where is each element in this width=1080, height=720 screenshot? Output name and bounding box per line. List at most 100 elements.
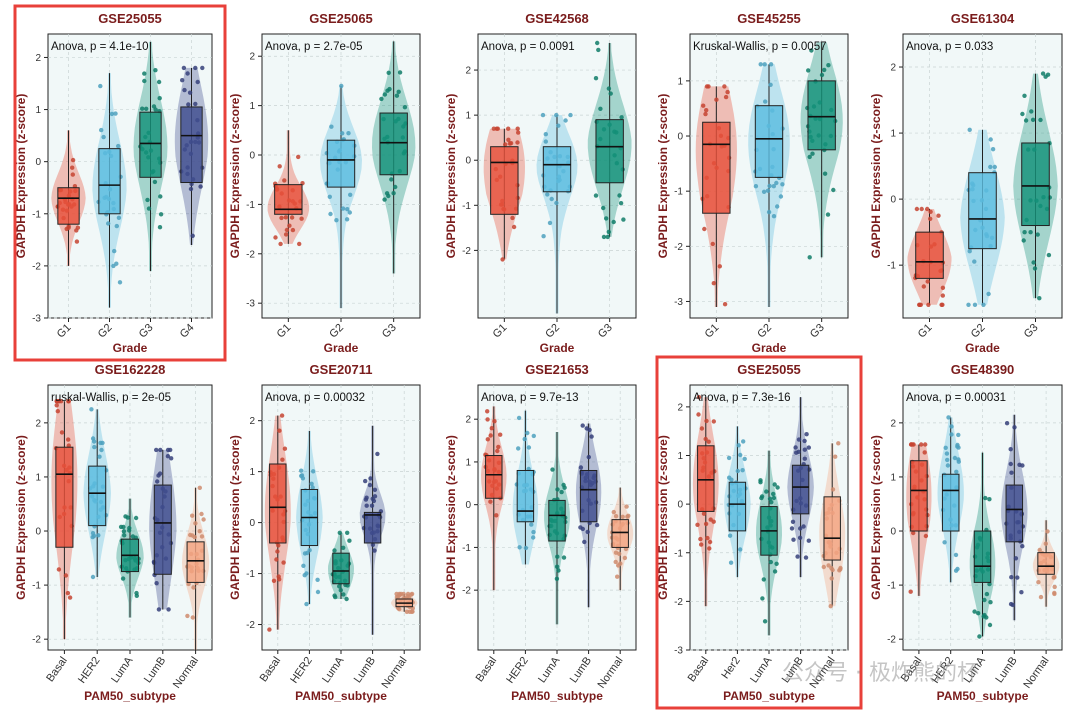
data-point bbox=[727, 533, 733, 538]
data-point bbox=[279, 215, 284, 221]
data-point bbox=[943, 445, 948, 450]
data-point bbox=[372, 487, 378, 492]
data-point bbox=[698, 536, 703, 542]
data-point bbox=[940, 285, 946, 290]
data-point bbox=[1035, 232, 1040, 237]
data-point bbox=[66, 437, 71, 442]
data-point bbox=[1052, 575, 1057, 580]
y-tick-label: 2 bbox=[249, 416, 255, 427]
stat-annotation: Anova, p = 0.00032 bbox=[265, 392, 365, 404]
box-1 bbox=[490, 146, 519, 215]
data-point bbox=[369, 503, 375, 508]
data-point bbox=[198, 184, 203, 189]
y-tick-label: -2 bbox=[32, 261, 41, 272]
data-point bbox=[494, 513, 499, 518]
data-point bbox=[919, 442, 924, 447]
data-point bbox=[96, 533, 101, 538]
y-axis-title: GAPDH Expression (z-score) bbox=[14, 435, 28, 600]
data-point bbox=[152, 179, 158, 185]
panel-title: GSE162228 bbox=[95, 362, 166, 377]
data-point bbox=[836, 441, 841, 446]
data-point bbox=[190, 513, 195, 518]
data-point bbox=[806, 68, 811, 73]
data-point bbox=[1004, 421, 1010, 426]
data-point bbox=[940, 302, 945, 307]
data-point bbox=[981, 302, 986, 307]
data-point bbox=[956, 445, 961, 450]
data-point bbox=[923, 442, 928, 447]
data-point bbox=[910, 442, 915, 447]
x-tick-label: G3 bbox=[596, 322, 615, 341]
y-tick-label: 2 bbox=[249, 52, 255, 63]
data-point bbox=[516, 415, 522, 421]
data-point bbox=[515, 140, 520, 145]
data-point bbox=[55, 409, 60, 414]
data-point bbox=[556, 568, 561, 573]
data-point bbox=[796, 449, 801, 454]
data-point bbox=[507, 141, 513, 146]
y-tick-label: 1 bbox=[35, 105, 41, 116]
data-point bbox=[928, 209, 933, 214]
data-point bbox=[772, 569, 778, 574]
data-point bbox=[802, 456, 807, 461]
box-3 bbox=[332, 552, 350, 585]
data-point bbox=[830, 487, 836, 492]
data-point bbox=[611, 219, 616, 225]
data-point bbox=[831, 187, 836, 193]
data-point bbox=[810, 151, 815, 156]
data-point bbox=[1043, 74, 1048, 79]
data-point bbox=[1036, 580, 1041, 585]
data-point bbox=[307, 548, 312, 553]
data-point bbox=[695, 522, 700, 527]
x-axis-title: PAM50_subtype bbox=[723, 689, 815, 703]
data-point bbox=[618, 561, 623, 566]
data-point bbox=[180, 78, 185, 83]
data-point bbox=[1052, 584, 1057, 590]
y-tick-label: 0 bbox=[249, 151, 255, 162]
data-point bbox=[485, 437, 490, 442]
data-point bbox=[596, 47, 601, 53]
data-point bbox=[768, 82, 773, 88]
x-tick-label: LumA bbox=[109, 654, 136, 685]
box-2 bbox=[728, 481, 747, 532]
data-point bbox=[92, 444, 97, 450]
data-point bbox=[522, 436, 527, 442]
data-point bbox=[556, 123, 561, 128]
y-tick-label: 1 bbox=[890, 129, 896, 140]
chart-panel-8: -2 -1 0 1 2 Basal HER2 LumA LumB Normal GSE21653 An… bbox=[444, 362, 637, 703]
data-point bbox=[511, 224, 517, 230]
data-point bbox=[826, 563, 831, 568]
data-point bbox=[280, 457, 285, 462]
data-point bbox=[589, 434, 594, 439]
data-point bbox=[601, 205, 606, 211]
data-point bbox=[554, 564, 560, 569]
panel-title: GSE21653 bbox=[525, 362, 589, 377]
data-point bbox=[329, 124, 334, 129]
data-point bbox=[277, 577, 282, 582]
data-point bbox=[992, 164, 997, 170]
data-point bbox=[503, 142, 508, 147]
data-point bbox=[346, 131, 351, 136]
data-point bbox=[704, 108, 709, 113]
data-point bbox=[972, 609, 977, 614]
data-point bbox=[771, 214, 777, 219]
data-point bbox=[622, 555, 628, 561]
data-point bbox=[699, 542, 704, 547]
x-tick-label: G3 bbox=[380, 322, 399, 341]
data-point bbox=[977, 634, 982, 639]
y-tick-label: 0 bbox=[890, 195, 896, 206]
x-axis-title: PAM50_subtype bbox=[295, 689, 387, 703]
box-2 bbox=[941, 473, 960, 532]
x-tick-label: HER2 bbox=[504, 655, 531, 686]
stat-annotation: Anova, p = 0.033 bbox=[906, 41, 993, 53]
y-tick-label: 2 bbox=[890, 418, 896, 429]
data-point bbox=[371, 498, 377, 504]
y-tick-label: -1 bbox=[246, 200, 255, 211]
data-point bbox=[368, 476, 373, 481]
x-tick-label: Basal bbox=[686, 655, 712, 684]
data-point bbox=[587, 427, 592, 433]
data-point bbox=[386, 70, 391, 76]
data-point bbox=[311, 469, 316, 474]
data-point bbox=[774, 561, 779, 566]
